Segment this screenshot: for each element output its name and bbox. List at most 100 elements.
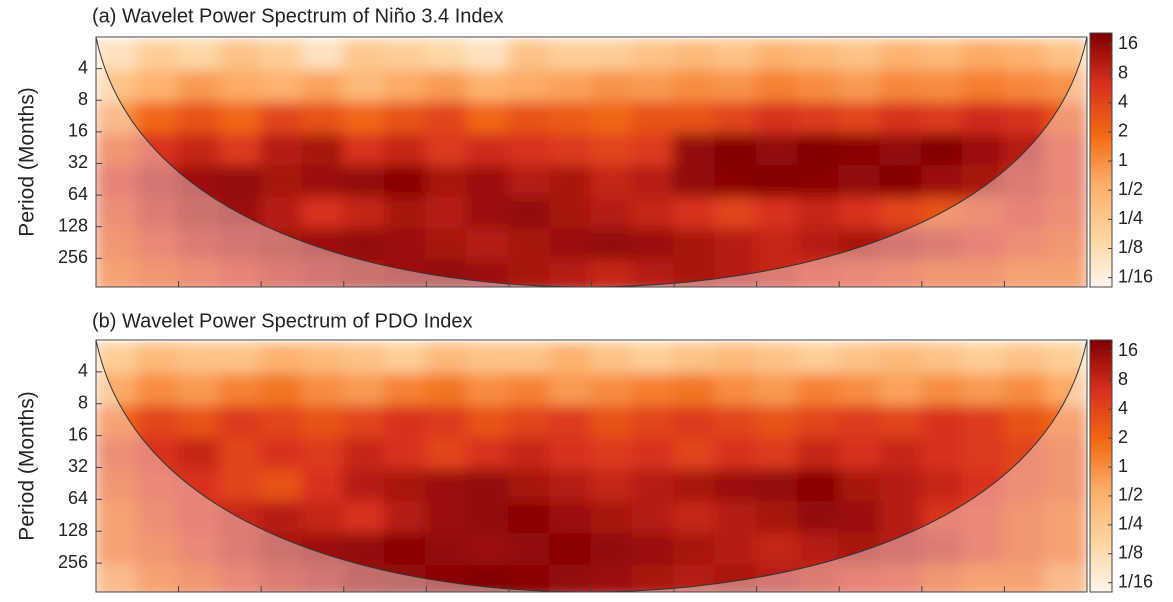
- heatmap-cell: [549, 532, 593, 567]
- heatmap-cell: [136, 437, 180, 472]
- heatmap-cell: [96, 133, 139, 168]
- heatmap-cell: [590, 532, 634, 567]
- heatmap-cell: [549, 564, 593, 592]
- heatmap-cell: [507, 260, 552, 287]
- heatmap-cell: [549, 501, 593, 535]
- y-tick-label: 8: [78, 392, 88, 412]
- heatmap-cell: [466, 373, 510, 408]
- heatmap-cell: [177, 405, 221, 440]
- heatmap-cell: [796, 564, 841, 592]
- heatmap-cell: [218, 469, 263, 504]
- heatmap-cell: [96, 38, 139, 73]
- heatmap-cell: [218, 564, 263, 592]
- heatmap-cell: [136, 532, 180, 567]
- heatmap-cell: [342, 38, 387, 73]
- cone-of-influence: [96, 37, 1087, 287]
- panel-title: (b) Wavelet Power Spectrum of PDO Index: [92, 310, 473, 332]
- heatmap-cell: [549, 341, 593, 376]
- colorbar-tick-label: 1/8: [1118, 237, 1143, 257]
- heatmap-cell: [796, 260, 841, 287]
- heatmap-cell: [507, 196, 552, 231]
- colorbar-tick-label: 1: [1118, 456, 1128, 476]
- heatmap-cell: [714, 373, 758, 408]
- heatmap-cell: [673, 373, 717, 408]
- heatmap-cells: [96, 38, 1087, 287]
- heatmap-cell: [590, 260, 634, 287]
- heatmap-cell: [920, 101, 965, 136]
- heatmap-cell: [879, 101, 923, 136]
- heatmap-cell: [177, 469, 221, 504]
- heatmap-cell: [136, 469, 180, 504]
- heatmap-cell: [673, 70, 717, 104]
- heatmap-cell: [177, 564, 221, 592]
- heatmap-cell: [218, 405, 263, 440]
- heatmap-cell: [177, 101, 221, 136]
- heatmap: [96, 37, 1087, 287]
- heatmap-cell: [425, 260, 469, 287]
- heatmap-cell: [218, 38, 263, 73]
- heatmap-cell: [425, 437, 469, 472]
- heatmap-cell: [879, 133, 923, 168]
- heatmap-cell: [466, 101, 510, 136]
- heatmap-cell: [507, 373, 552, 408]
- heatmap-cell: [507, 341, 552, 376]
- heatmap-cell: [384, 196, 428, 231]
- heatmap-cell: [549, 228, 593, 263]
- colorbar-tick-label: 1/4: [1118, 514, 1143, 534]
- heatmap-cell: [218, 228, 263, 263]
- heatmap-cell: [507, 228, 552, 263]
- heatmap: [96, 340, 1087, 592]
- heatmap-cell: [631, 38, 676, 73]
- cone-of-influence: [96, 340, 1087, 592]
- heatmap-cell: [425, 469, 469, 504]
- heatmap-cell: [962, 564, 1006, 592]
- heatmap-cell: [342, 133, 387, 168]
- colorbar-tick-label: 16: [1118, 340, 1138, 360]
- heatmap-cell: [507, 101, 552, 136]
- heatmap-cell: [631, 260, 676, 287]
- heatmap-cell: [962, 501, 1006, 535]
- heatmap-cell: [1003, 564, 1047, 592]
- heatmap-cell: [1003, 196, 1047, 231]
- heatmap-cell: [1003, 260, 1047, 287]
- heatmap-cell: [796, 532, 841, 567]
- heatmap-cell: [466, 501, 510, 535]
- heatmap-cell: [384, 437, 428, 472]
- heatmap-cell: [838, 405, 882, 440]
- heatmap-cell: [384, 101, 428, 136]
- heatmap-cell: [796, 165, 841, 199]
- heatmap-cell: [96, 70, 139, 104]
- heatmap-cell: [755, 469, 799, 504]
- heatmap-cell: [1044, 501, 1087, 535]
- heatmap-cell: [879, 564, 923, 592]
- heatmap-cell: [549, 196, 593, 231]
- heatmap-cell: [796, 133, 841, 168]
- heatmap-cell: [920, 469, 965, 504]
- heatmap-cell: [384, 564, 428, 592]
- heatmap-cell: [466, 228, 510, 263]
- heatmap-cell: [260, 405, 304, 440]
- heatmap-cell: [301, 405, 345, 440]
- colorbar-tick-label: 4: [1118, 398, 1128, 418]
- heatmap-cell: [507, 165, 552, 199]
- heatmap-cell: [425, 228, 469, 263]
- heatmap-cell: [1003, 228, 1047, 263]
- heatmap-cell: [177, 165, 221, 199]
- heatmap-cell: [177, 532, 221, 567]
- heatmap-cell: [301, 38, 345, 73]
- heatmap-cell: [177, 70, 221, 104]
- heatmap-cell: [301, 437, 345, 472]
- colorbar-tick-label: 2: [1118, 427, 1128, 447]
- heatmap-cell: [301, 196, 345, 231]
- colorbar-tick-label: 1: [1118, 150, 1128, 170]
- heatmap-cell: [920, 405, 965, 440]
- heatmap-cell: [673, 341, 717, 376]
- heatmap-cell: [755, 405, 799, 440]
- heatmap-cell: [590, 70, 634, 104]
- colorbar: [1089, 32, 1113, 288]
- heatmap-cell: [425, 373, 469, 408]
- heatmap-cell: [507, 437, 552, 472]
- heatmap-cell: [920, 38, 965, 73]
- heatmap-cell: [342, 341, 387, 376]
